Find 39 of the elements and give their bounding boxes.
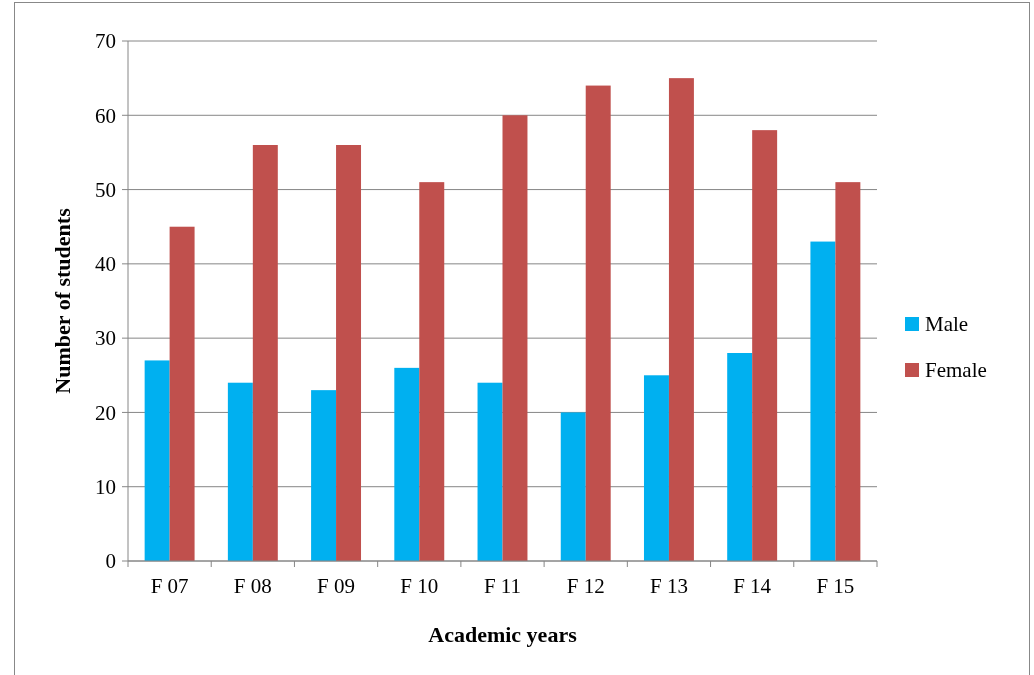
y-tick-label: 60: [95, 103, 116, 128]
x-tick-label: F 10: [400, 574, 439, 598]
bar: [252, 145, 278, 561]
x-tick-label: F 13: [649, 574, 688, 598]
bar: [502, 115, 528, 561]
bar: [336, 145, 362, 561]
bar: [311, 390, 337, 561]
bar: [585, 85, 611, 561]
bar: [144, 360, 170, 561]
legend-label: Male: [925, 312, 969, 337]
y-tick-label: 0: [105, 549, 116, 574]
legend-label: Female: [925, 358, 987, 383]
y-tick-label: 50: [95, 177, 116, 202]
bar: [668, 78, 694, 561]
y-axis-title: Number of students: [50, 207, 75, 394]
bar: [477, 382, 503, 561]
bar: [419, 182, 445, 561]
x-tick-label: F 11: [483, 574, 522, 598]
bar: [835, 182, 861, 561]
y-tick-label: 70: [95, 29, 116, 54]
bar: [560, 412, 586, 561]
x-axis-title: Academic years: [428, 622, 578, 647]
bar: [169, 226, 195, 561]
x-tick-label: F 07: [150, 574, 189, 598]
y-tick-label: 20: [95, 400, 116, 425]
y-tick-label: 10: [95, 475, 116, 500]
x-tick-label: F 14: [733, 574, 772, 598]
bar: [394, 367, 420, 561]
x-tick-label: F 15: [816, 574, 855, 598]
x-tick-label: F 08: [233, 574, 272, 598]
bar: [752, 130, 778, 561]
bar: [727, 353, 753, 561]
y-tick-label: 30: [95, 326, 116, 351]
y-tick-label: 40: [95, 252, 116, 277]
x-tick-label: F 12: [566, 574, 605, 598]
x-tick-label: F 09: [317, 574, 356, 598]
bar: [227, 382, 253, 561]
bar: [810, 241, 836, 561]
bar: [643, 375, 669, 561]
